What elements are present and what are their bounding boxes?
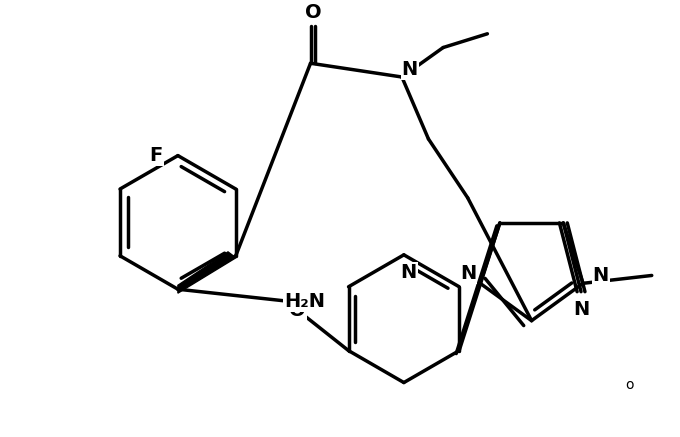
Text: o: o (626, 378, 634, 392)
Text: O: O (305, 3, 322, 22)
Text: H₂N: H₂N (284, 292, 325, 311)
Text: N: N (401, 263, 417, 282)
Text: N: N (402, 59, 418, 79)
Text: N: N (573, 300, 589, 319)
Polygon shape (178, 252, 236, 293)
Text: O: O (290, 302, 306, 320)
Text: N: N (592, 266, 609, 285)
Text: F: F (150, 146, 163, 165)
Text: N: N (460, 264, 477, 283)
